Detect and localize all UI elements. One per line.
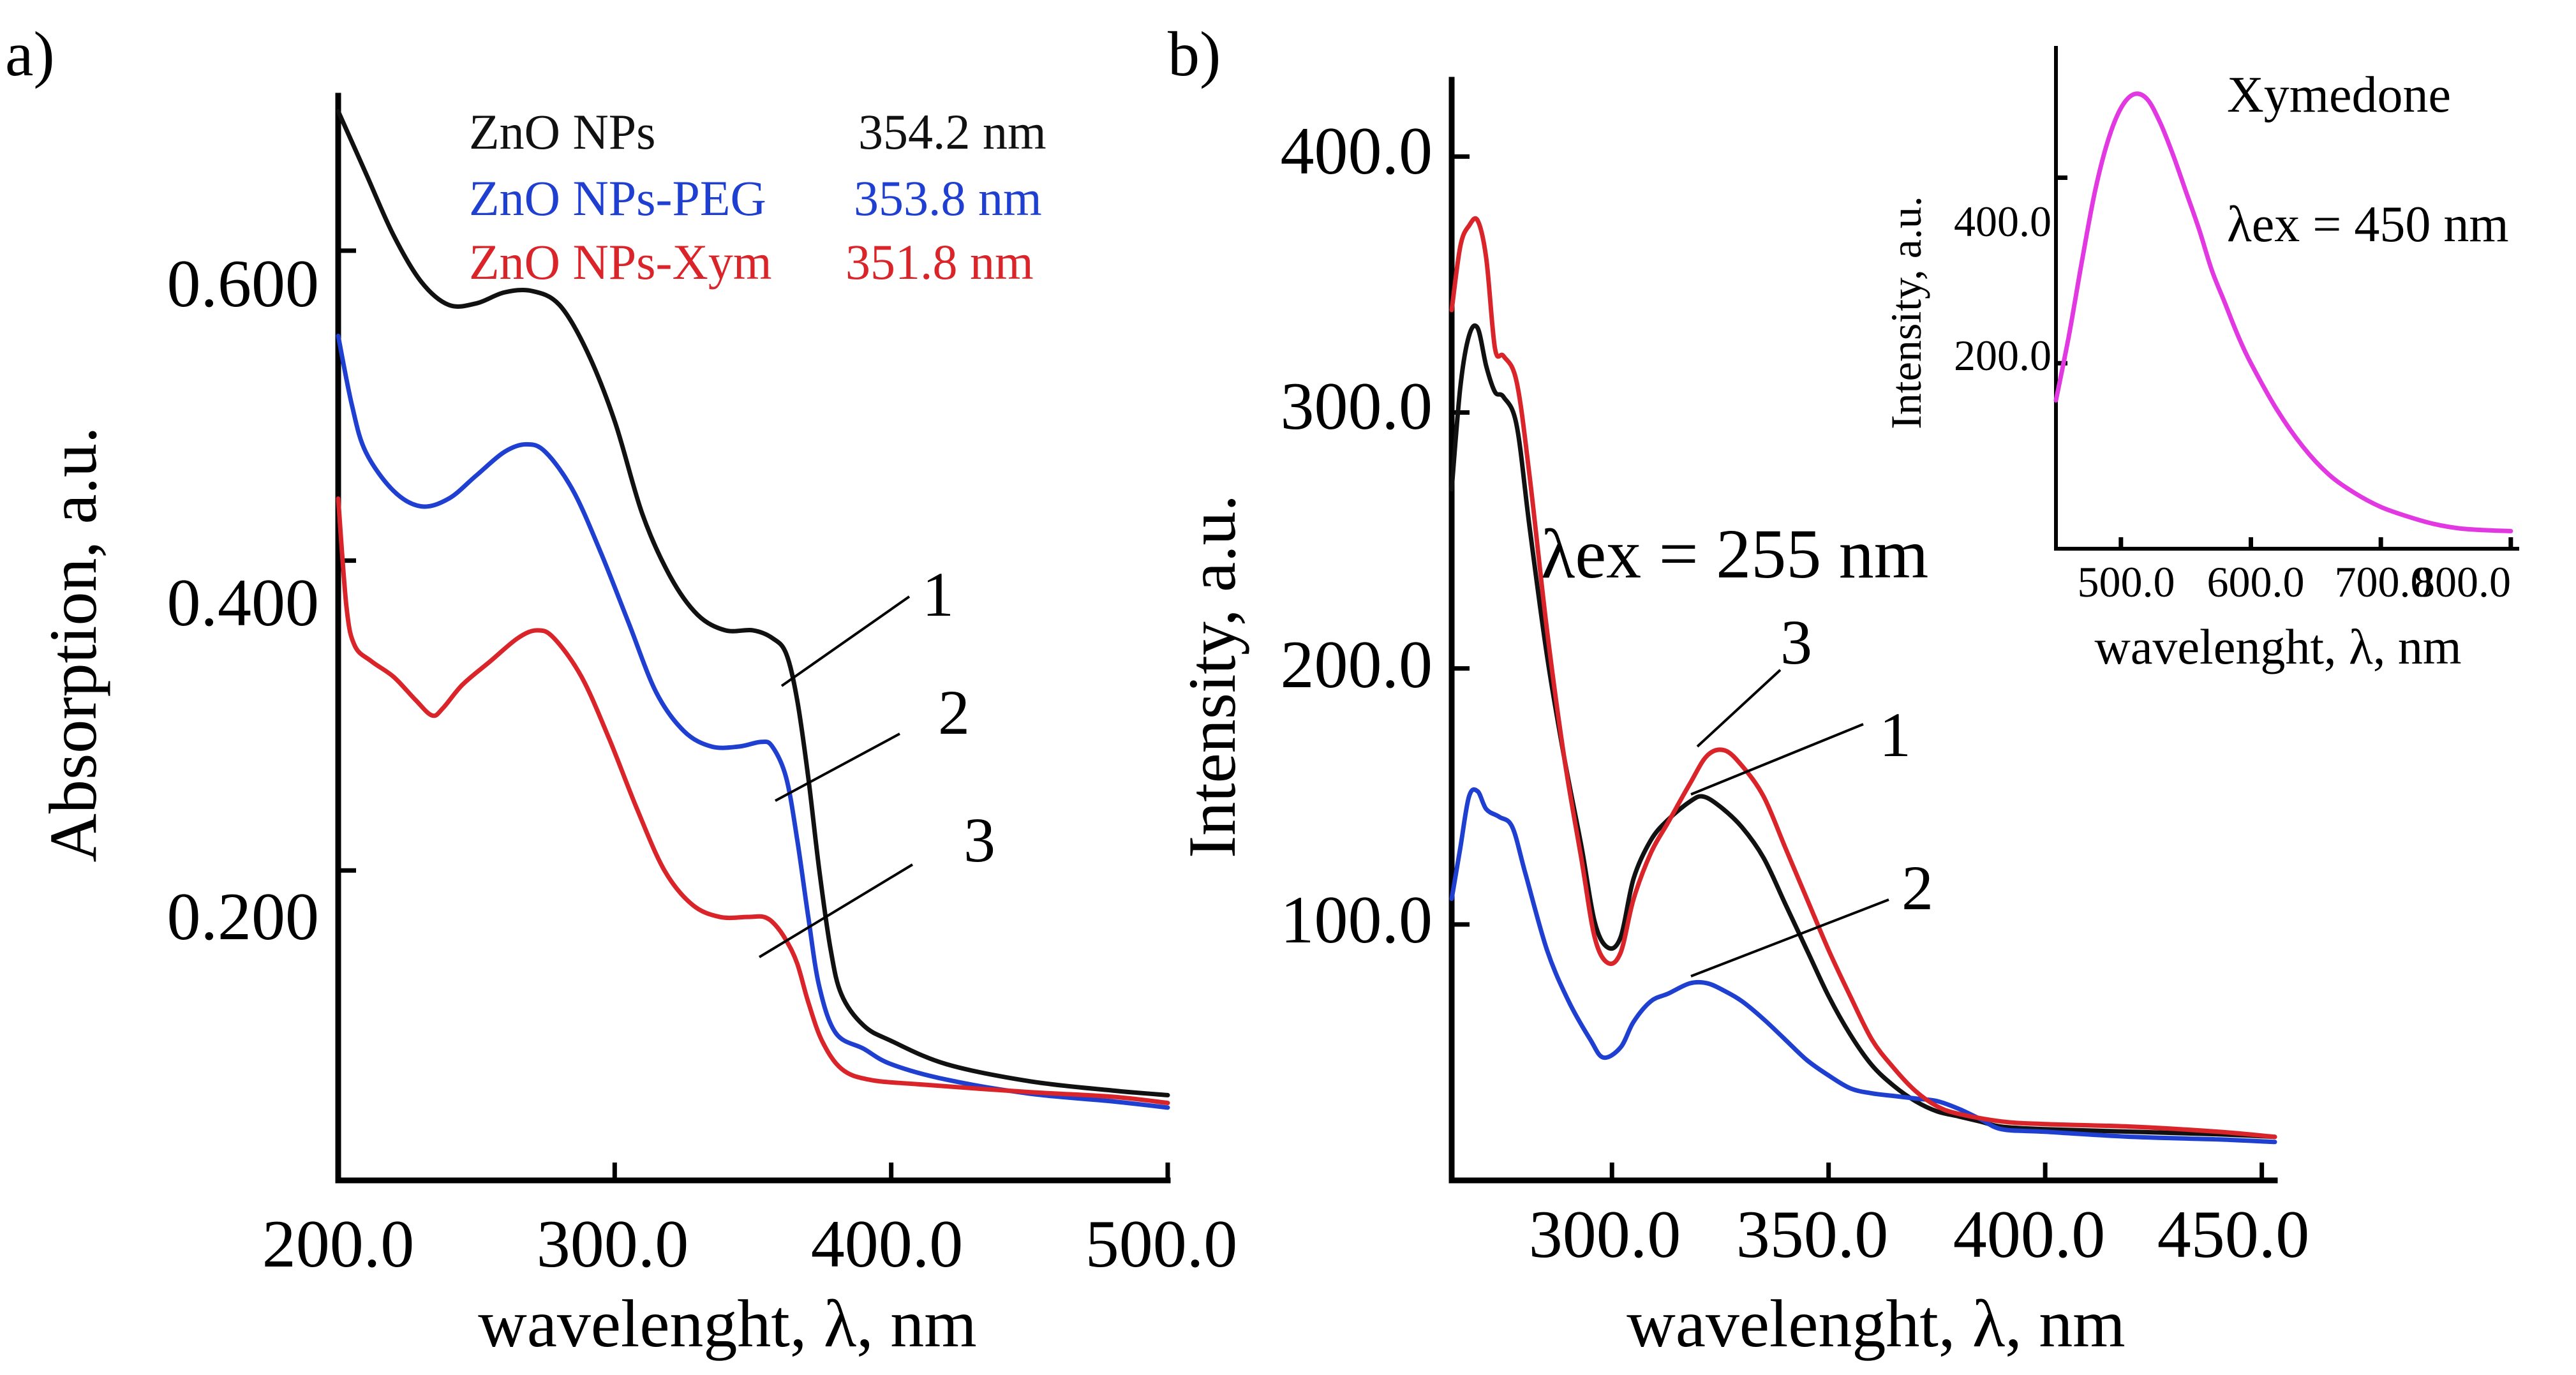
panel-a-x-tick-label: 200.0 (262, 1207, 415, 1281)
panel-a-curve-label-2: 2 (938, 677, 970, 748)
inset-excitation-label: λex = 450 nm (2227, 197, 2509, 253)
legend-value-zno-nps-peg: 353.8 nm (854, 170, 1042, 226)
series-line-1 (336, 108, 1170, 1097)
panel-a-curve-label-1: 1 (922, 559, 954, 630)
panel-b-y-tick-label: 300.0 (1281, 369, 1433, 443)
inset-x-tick-label: 700.0 (2335, 558, 2432, 606)
panel-a-x-tick-label: 300.0 (537, 1207, 689, 1281)
panel-b-curve-label-3: 3 (1780, 607, 1812, 678)
panel-b: b) 300.0 350.0 400.0 450.0 100.0 200.0 3… (1168, 19, 2309, 1361)
panel-b-y-ticks (1452, 154, 1470, 927)
panel-b-x-tick-label: 350.0 (1736, 1197, 1889, 1272)
inset-x-tick-label: 500.0 (2078, 558, 2175, 606)
legend-name-zno-nps-peg: ZnO NPs-PEG (469, 170, 766, 226)
panel-a-x-tick-label: 400.0 (811, 1207, 964, 1281)
panel-a-curve-label-3: 3 (964, 805, 995, 875)
inset-x-tick-label: 600.0 (2207, 558, 2305, 606)
panel-b-y-axis-label: Intensity, a.u. (1175, 494, 1249, 858)
inset-x-axis-label: wavelenght, λ, nm (2094, 619, 2461, 674)
inset-x-ticks (2118, 537, 2513, 549)
panel-a-label: a) (5, 19, 55, 89)
panel-b-curves (1449, 216, 2277, 1145)
inset-panel: 500.0 600.0 700.0 800.0 200.0 400.0 wave… (1882, 46, 2519, 674)
legend-value-zno-nps-xym: 351.8 nm (845, 234, 1034, 290)
panel-a-x-ticks (336, 1163, 1170, 1180)
panel-b-y-tick-label: 100.0 (1281, 882, 1433, 957)
panel-a-leader-2 (775, 732, 900, 802)
panel-b-x-axis-label: wavelenght, λ, nm (1627, 1286, 2125, 1361)
panel-a-leader-1 (780, 595, 911, 687)
panel-b-y-tick-label: 400.0 (1281, 114, 1433, 188)
inset-y-tick-label: 200.0 (1954, 331, 2051, 380)
series-line-3 (336, 496, 1170, 1106)
inset-y-axis-label: Intensity, a.u. (1882, 196, 1930, 429)
legend-value-zno-nps: 354.2 nm (858, 104, 1046, 160)
panel-b-curve-label-1: 1 (1879, 699, 1911, 770)
series-line-1 (1449, 323, 2277, 1140)
panel-b-curve-label-2: 2 (1902, 852, 1933, 923)
panel-a: a) 200.0 300.0 400.0 500.0 0.200 0.400 0… (5, 19, 1237, 1361)
panel-b-leader-3 (1696, 669, 1782, 748)
panel-b-leader-2 (1690, 898, 1889, 977)
panel-b-y-tick-label: 200.0 (1281, 627, 1433, 702)
inset-x-tick-label: 800.0 (2413, 558, 2511, 606)
panel-b-leader-1 (1690, 723, 1864, 796)
panel-a-x-axis-label: wavelenght, λ, nm (478, 1286, 976, 1361)
series-line-2 (336, 333, 1170, 1110)
series-line-2 (1449, 787, 2277, 1145)
panel-a-y-tick-label: 0.200 (167, 879, 320, 954)
panel-a-x-tick-label: 500.0 (1085, 1207, 1238, 1281)
panel-a-y-tick-label: 0.400 (167, 565, 320, 640)
panel-b-x-ticks (1609, 1163, 2265, 1180)
legend-name-zno-nps: ZnO NPs (469, 104, 656, 160)
inset-y-tick-label: 400.0 (1954, 197, 2051, 246)
panel-a-y-axis-label: Absorption, a.u. (36, 426, 110, 862)
panel-b-x-tick-label: 300.0 (1529, 1197, 1681, 1272)
inset-title: Xymedone (2227, 67, 2451, 123)
panel-a-leader-3 (758, 863, 914, 958)
legend-name-zno-nps-xym: ZnO NPs-Xym (469, 234, 772, 290)
panel-a-y-tick-label: 0.600 (167, 246, 320, 321)
series-line-xymedone (2053, 91, 2513, 533)
panel-b-x-tick-label: 400.0 (1953, 1197, 2106, 1272)
panel-b-x-tick-label: 450.0 (2157, 1197, 2310, 1272)
panel-a-curves (336, 108, 1170, 1110)
inset-curves (2053, 91, 2513, 533)
panel-b-label: b) (1168, 19, 1221, 89)
series-line-3 (1449, 216, 2277, 1140)
panel-b-excitation-label: λex = 255 nm (1541, 515, 1928, 593)
